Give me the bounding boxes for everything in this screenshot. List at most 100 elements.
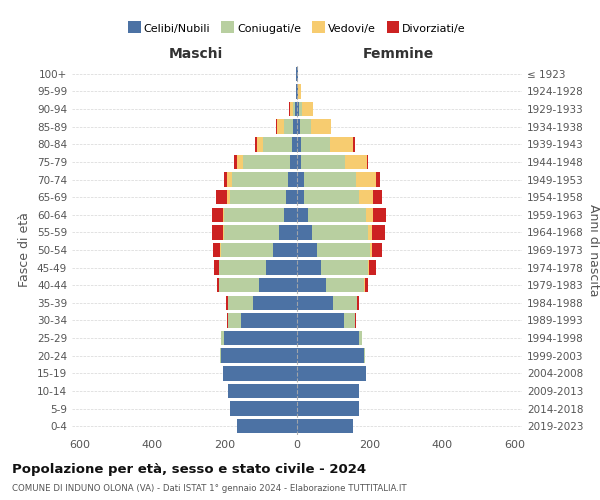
Bar	[227, 190, 230, 204]
Bar	[297, 225, 311, 240]
Legend: Celibi/Nubili, Coniugati/e, Vedovi/e, Divorziati/e: Celibi/Nubili, Coniugati/e, Vedovi/e, Di…	[124, 19, 470, 38]
Bar	[373, 190, 382, 204]
Bar	[224, 172, 227, 186]
Bar	[298, 84, 301, 98]
Bar	[230, 402, 297, 416]
Bar	[297, 137, 301, 152]
Bar	[293, 102, 295, 117]
Bar	[368, 260, 369, 275]
Bar	[286, 190, 297, 204]
Y-axis label: Fasce di età: Fasce di età	[19, 212, 31, 288]
Bar	[301, 154, 345, 169]
Bar	[372, 225, 385, 240]
Bar	[359, 331, 362, 345]
Bar	[220, 243, 221, 257]
Bar	[292, 137, 297, 152]
Bar	[219, 278, 259, 292]
Bar	[311, 225, 368, 240]
Bar	[320, 260, 368, 275]
Bar	[302, 102, 313, 117]
Bar	[333, 296, 357, 310]
Bar	[279, 225, 297, 240]
Bar	[220, 348, 221, 363]
Bar	[317, 243, 370, 257]
Bar	[227, 314, 228, 328]
Bar	[297, 348, 364, 363]
Bar	[274, 243, 297, 257]
Bar	[255, 137, 257, 152]
Bar	[297, 120, 300, 134]
Bar	[232, 172, 288, 186]
Bar	[308, 208, 366, 222]
Bar	[370, 243, 373, 257]
Bar	[329, 137, 353, 152]
Bar	[214, 260, 219, 275]
Bar	[297, 402, 359, 416]
Bar	[284, 120, 293, 134]
Bar	[290, 102, 293, 117]
Bar	[297, 102, 299, 117]
Bar	[289, 102, 290, 117]
Bar	[213, 243, 220, 257]
Bar	[299, 102, 302, 117]
Bar	[296, 84, 297, 98]
Bar	[297, 384, 359, 398]
Bar	[297, 296, 333, 310]
Bar	[227, 172, 232, 186]
Bar	[297, 278, 326, 292]
Bar	[253, 296, 297, 310]
Bar	[353, 137, 355, 152]
Bar	[228, 384, 297, 398]
Bar	[300, 120, 311, 134]
Bar	[297, 366, 366, 380]
Bar	[376, 172, 380, 186]
Bar	[301, 137, 329, 152]
Bar	[297, 154, 301, 169]
Text: COMUNE DI INDUNO OLONA (VA) - Dati ISTAT 1° gennaio 2024 - Elaborazione TUTTITAL: COMUNE DI INDUNO OLONA (VA) - Dati ISTAT…	[12, 484, 407, 493]
Bar	[288, 172, 297, 186]
Bar	[237, 154, 242, 169]
Bar	[296, 66, 297, 81]
Bar	[277, 120, 284, 134]
Bar	[297, 243, 317, 257]
Bar	[293, 120, 297, 134]
Bar	[223, 208, 224, 222]
Text: Popolazione per età, sesso e stato civile - 2024: Popolazione per età, sesso e stato civil…	[12, 462, 366, 475]
Bar	[216, 190, 227, 204]
Bar	[311, 120, 331, 134]
Bar	[266, 260, 297, 275]
Bar	[366, 208, 373, 222]
Bar	[373, 243, 382, 257]
Bar	[355, 314, 356, 328]
Text: Femmine: Femmine	[362, 48, 434, 62]
Bar	[295, 102, 297, 117]
Bar	[241, 314, 297, 328]
Bar	[373, 208, 386, 222]
Bar	[224, 225, 279, 240]
Bar	[234, 154, 237, 169]
Bar	[212, 225, 223, 240]
Text: Maschi: Maschi	[169, 48, 223, 62]
Bar	[221, 348, 297, 363]
Bar	[224, 331, 297, 345]
Bar	[297, 314, 344, 328]
Y-axis label: Anni di nascita: Anni di nascita	[587, 204, 600, 296]
Bar	[344, 314, 355, 328]
Bar	[357, 296, 359, 310]
Bar	[290, 154, 297, 169]
Bar	[226, 296, 228, 310]
Bar	[223, 366, 297, 380]
Bar	[359, 190, 373, 204]
Bar	[297, 419, 353, 434]
Bar	[364, 348, 365, 363]
Bar	[297, 260, 320, 275]
Bar	[326, 278, 364, 292]
Bar	[221, 331, 224, 345]
Bar	[284, 208, 297, 222]
Bar	[297, 208, 308, 222]
Bar	[304, 190, 359, 204]
Bar	[364, 278, 365, 292]
Bar	[367, 154, 368, 169]
Bar	[297, 331, 359, 345]
Bar	[263, 137, 292, 152]
